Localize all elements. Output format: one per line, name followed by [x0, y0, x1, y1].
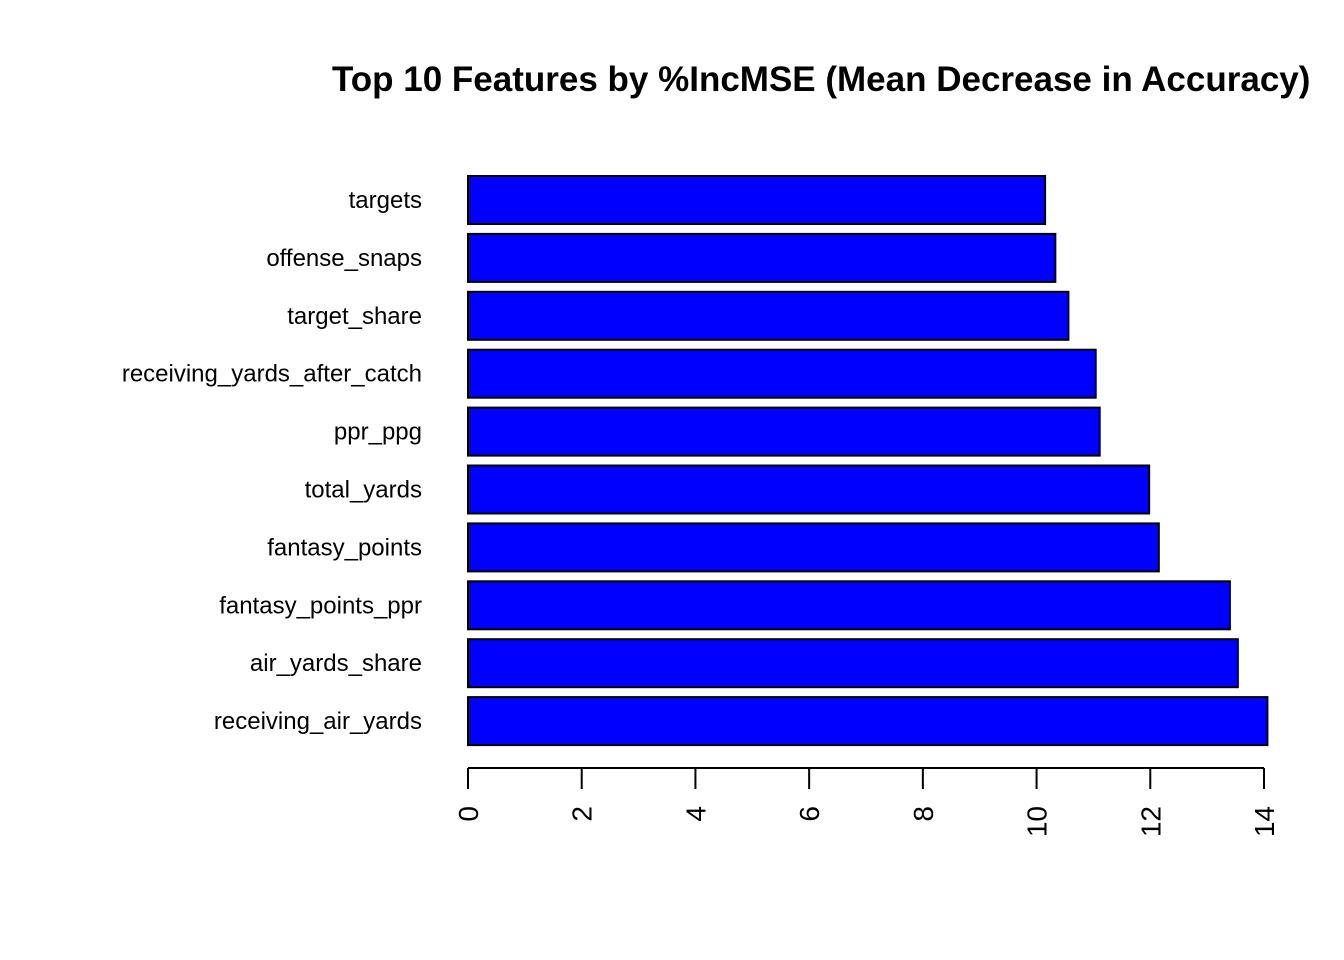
bar-fantasy-points: [467, 522, 1160, 573]
category-label-fantasy-points-ppr: fantasy_points_ppr: [219, 592, 422, 619]
x-axis: 0 2 4 6 8 10 12 14: [453, 767, 1280, 837]
bar-receiving-yards-after-catch: [467, 348, 1097, 399]
x-tick-label-6: 6: [794, 806, 825, 822]
bar-air-yards-share: [467, 638, 1239, 689]
category-label-offense-snaps: offense_snaps: [266, 245, 422, 272]
x-tick-label-14: 14: [1249, 806, 1280, 837]
category-label-total-yards: total_yards: [305, 477, 422, 504]
category-label-air-yards-share: air_yards_share: [250, 650, 422, 677]
category-label-fantasy-points: fantasy_points: [267, 534, 422, 561]
bar-target-share: [467, 290, 1070, 341]
bar-ppr-ppg: [467, 406, 1101, 457]
bar-targets: [467, 175, 1047, 225]
category-label-targets: targets: [349, 187, 422, 214]
chart-title: Top 10 Features by %IncMSE (Mean Decreas…: [332, 60, 1310, 99]
bar-fantasy-points-ppr: [467, 580, 1231, 631]
x-tick-label-0: 0: [453, 806, 484, 822]
bar-total-yards: [467, 464, 1151, 515]
category-label-ppr-ppg: ppr_ppg: [334, 419, 422, 446]
bar-offense-snaps: [467, 232, 1057, 283]
category-label-receiving-yards-after-catch: receiving_yards_after_catch: [122, 361, 422, 388]
x-tick-label-2: 2: [567, 806, 598, 822]
bar-receiving-air-yards: [467, 696, 1269, 747]
category-labels: targets offense_snaps target_share receivin…: [122, 187, 422, 735]
bars-layer: [467, 175, 1269, 747]
x-tick-label-4: 4: [680, 806, 711, 822]
category-label-receiving-air-yards: receiving_air_yards: [214, 708, 422, 735]
x-tick-label-10: 10: [1022, 806, 1053, 837]
x-tick-label-12: 12: [1135, 806, 1166, 837]
x-tick-label-8: 8: [908, 806, 939, 822]
category-label-target-share: target_share: [287, 303, 422, 330]
